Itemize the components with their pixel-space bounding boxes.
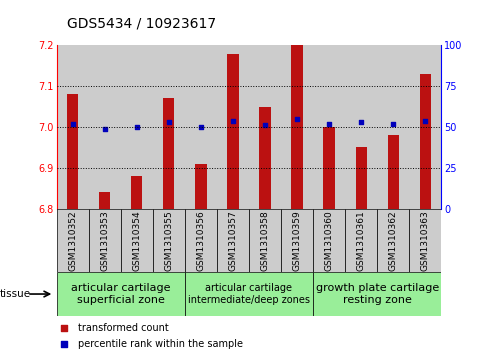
- Bar: [163, 98, 175, 209]
- Bar: [217, 45, 249, 209]
- Bar: [153, 209, 185, 272]
- Point: [293, 116, 301, 122]
- Bar: [249, 209, 281, 272]
- Text: GSM1310354: GSM1310354: [132, 210, 141, 271]
- Text: articular cartilage
superficial zone: articular cartilage superficial zone: [71, 283, 171, 305]
- Bar: [313, 45, 345, 209]
- Bar: [57, 45, 89, 209]
- Bar: [259, 107, 271, 209]
- Text: GSM1310353: GSM1310353: [100, 210, 109, 271]
- Text: GSM1310356: GSM1310356: [196, 210, 206, 271]
- Point: [61, 325, 69, 330]
- Point: [133, 124, 141, 130]
- Point: [357, 119, 365, 125]
- Bar: [377, 45, 409, 209]
- Bar: [281, 209, 313, 272]
- Point: [389, 121, 397, 127]
- Text: GSM1310358: GSM1310358: [260, 210, 270, 271]
- Bar: [89, 45, 121, 209]
- Bar: [291, 45, 303, 209]
- Point: [261, 123, 269, 129]
- Bar: [313, 209, 345, 272]
- Bar: [420, 74, 431, 209]
- Text: tissue: tissue: [0, 289, 31, 299]
- Text: GSM1310352: GSM1310352: [68, 210, 77, 271]
- Bar: [281, 45, 313, 209]
- Bar: [99, 192, 110, 209]
- Text: GSM1310357: GSM1310357: [228, 210, 238, 271]
- Bar: [313, 272, 441, 316]
- Point: [101, 126, 108, 132]
- Bar: [227, 54, 239, 209]
- Bar: [377, 209, 409, 272]
- Point: [61, 341, 69, 347]
- Text: GSM1310360: GSM1310360: [324, 210, 334, 271]
- Text: transformed count: transformed count: [78, 323, 169, 333]
- Text: GSM1310355: GSM1310355: [164, 210, 174, 271]
- Point: [69, 121, 77, 127]
- Bar: [57, 209, 89, 272]
- Text: GSM1310359: GSM1310359: [292, 210, 302, 271]
- Bar: [387, 135, 399, 209]
- Bar: [409, 45, 441, 209]
- Bar: [409, 209, 441, 272]
- Bar: [249, 45, 281, 209]
- Bar: [121, 45, 153, 209]
- Bar: [185, 272, 313, 316]
- Text: GSM1310361: GSM1310361: [356, 210, 366, 271]
- Point: [325, 121, 333, 127]
- Bar: [323, 127, 335, 209]
- Bar: [153, 45, 185, 209]
- Bar: [185, 209, 217, 272]
- Bar: [195, 164, 207, 209]
- Bar: [345, 209, 377, 272]
- Bar: [67, 94, 78, 209]
- Text: GDS5434 / 10923617: GDS5434 / 10923617: [67, 17, 215, 31]
- Bar: [345, 45, 377, 209]
- Text: GSM1310362: GSM1310362: [388, 210, 398, 271]
- Bar: [131, 176, 142, 209]
- Bar: [185, 45, 217, 209]
- Bar: [121, 209, 153, 272]
- Point: [165, 119, 173, 125]
- Bar: [217, 209, 249, 272]
- Bar: [89, 209, 121, 272]
- Text: percentile rank within the sample: percentile rank within the sample: [78, 339, 243, 349]
- Point: [197, 124, 205, 130]
- Bar: [355, 147, 367, 209]
- Text: GSM1310363: GSM1310363: [421, 210, 430, 271]
- Text: articular cartilage
intermediate/deep zones: articular cartilage intermediate/deep zo…: [188, 283, 310, 305]
- Point: [229, 118, 237, 123]
- Text: growth plate cartilage
resting zone: growth plate cartilage resting zone: [316, 283, 439, 305]
- Point: [421, 118, 429, 123]
- Bar: [57, 272, 185, 316]
